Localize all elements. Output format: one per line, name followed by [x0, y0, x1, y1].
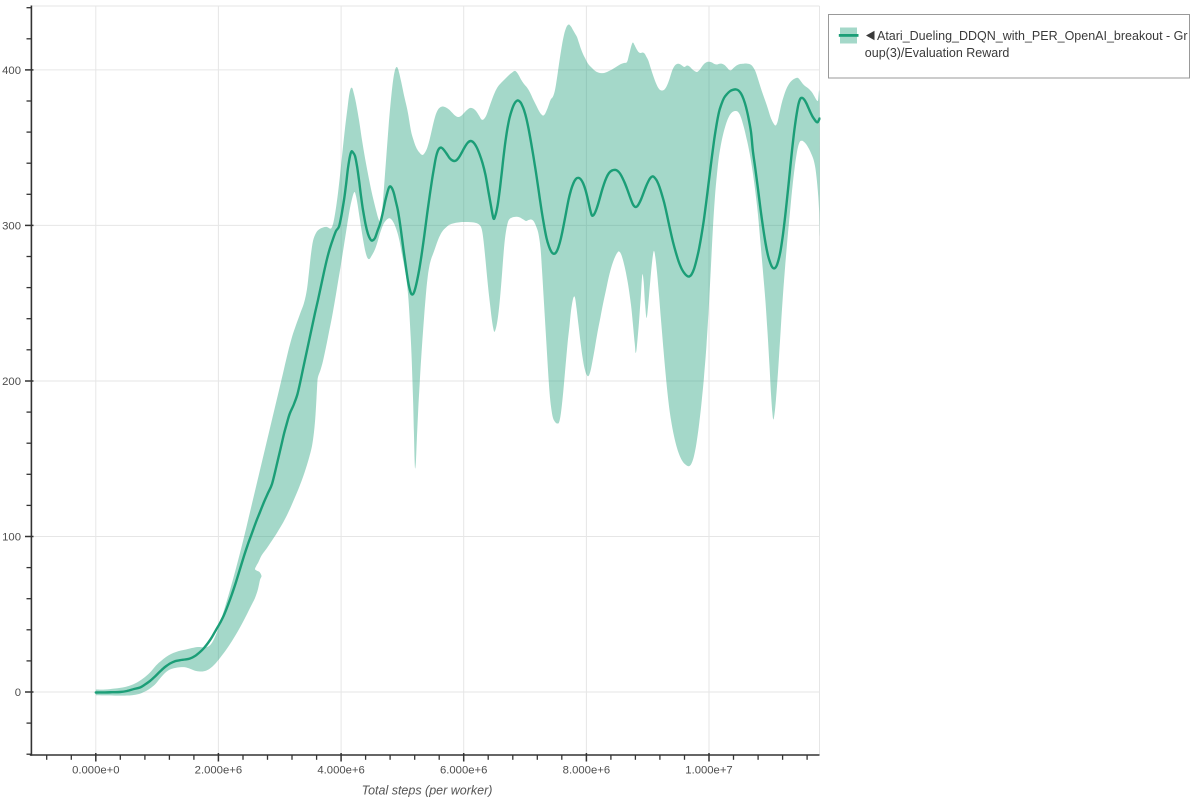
- svg-text:2.000e+6: 2.000e+6: [195, 765, 242, 777]
- svg-text:Total steps (per worker): Total steps (per worker): [362, 784, 493, 798]
- svg-text:8.000e+6: 8.000e+6: [563, 765, 610, 777]
- svg-text:0.000e+0: 0.000e+0: [72, 765, 119, 777]
- svg-text:6.000e+6: 6.000e+6: [440, 765, 487, 777]
- svg-text:400: 400: [2, 65, 21, 77]
- svg-text:4.000e+6: 4.000e+6: [317, 765, 364, 777]
- svg-text:300: 300: [2, 220, 21, 232]
- svg-text:0: 0: [15, 687, 21, 699]
- svg-text:200: 200: [2, 376, 21, 388]
- svg-text:1.000e+7: 1.000e+7: [685, 765, 732, 777]
- svg-text:100: 100: [2, 532, 21, 544]
- svg-text:Atari_Dueling_DDQN_with_PER_Op: Atari_Dueling_DDQN_with_PER_OpenAI_break…: [877, 29, 1188, 43]
- svg-text:oup(3)/Evaluation Reward: oup(3)/Evaluation Reward: [865, 46, 1010, 60]
